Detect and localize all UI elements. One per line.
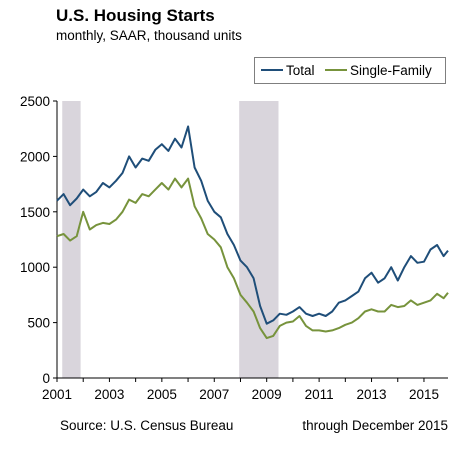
y-tick-label: 1500 (20, 205, 50, 220)
y-tick-label: 2500 (20, 94, 50, 109)
x-tick-label: 2001 (42, 387, 72, 402)
x-tick-label: 2015 (409, 387, 439, 402)
x-tick-label: 2013 (357, 387, 387, 402)
legend-swatch-total (261, 69, 283, 72)
y-tick-label: 500 (27, 316, 50, 331)
legend-label-single-family: Single-Family (350, 63, 432, 78)
y-tick-label: 2000 (20, 149, 50, 164)
series-line-total (56, 125, 449, 325)
source-note: Source: U.S. Census Bureau (60, 418, 234, 433)
chart-title: U.S. Housing Starts (56, 6, 215, 25)
x-tick-label: 2005 (147, 387, 177, 402)
series-line-single-family (56, 177, 449, 340)
chart-series (56, 125, 449, 340)
recession-band-2 (239, 101, 279, 378)
legend-label-total: Total (286, 63, 315, 78)
chart-subtitle: monthly, SAAR, thousand units (56, 28, 242, 43)
legend-item-total: Total (261, 63, 315, 78)
y-tick-label: 1000 (20, 260, 50, 275)
chart-legend: Total Single-Family (254, 57, 446, 84)
y-tick-label: 0 (42, 371, 50, 386)
recession-shading (62, 101, 279, 378)
x-tick-label: 2009 (252, 387, 282, 402)
x-tick-label: 2007 (199, 387, 229, 402)
x-tick-label: 2011 (305, 387, 334, 402)
date-note: through December 2015 (302, 418, 448, 433)
legend-swatch-single-family (325, 69, 347, 72)
x-tick-label: 2003 (94, 387, 124, 402)
legend-item-single-family: Single-Family (325, 63, 432, 78)
tick-labels: 0 500 1000 1500 2000 2500 2001 2003 2005 2007 2009… (20, 94, 439, 402)
chart-axes (53, 100, 448, 382)
